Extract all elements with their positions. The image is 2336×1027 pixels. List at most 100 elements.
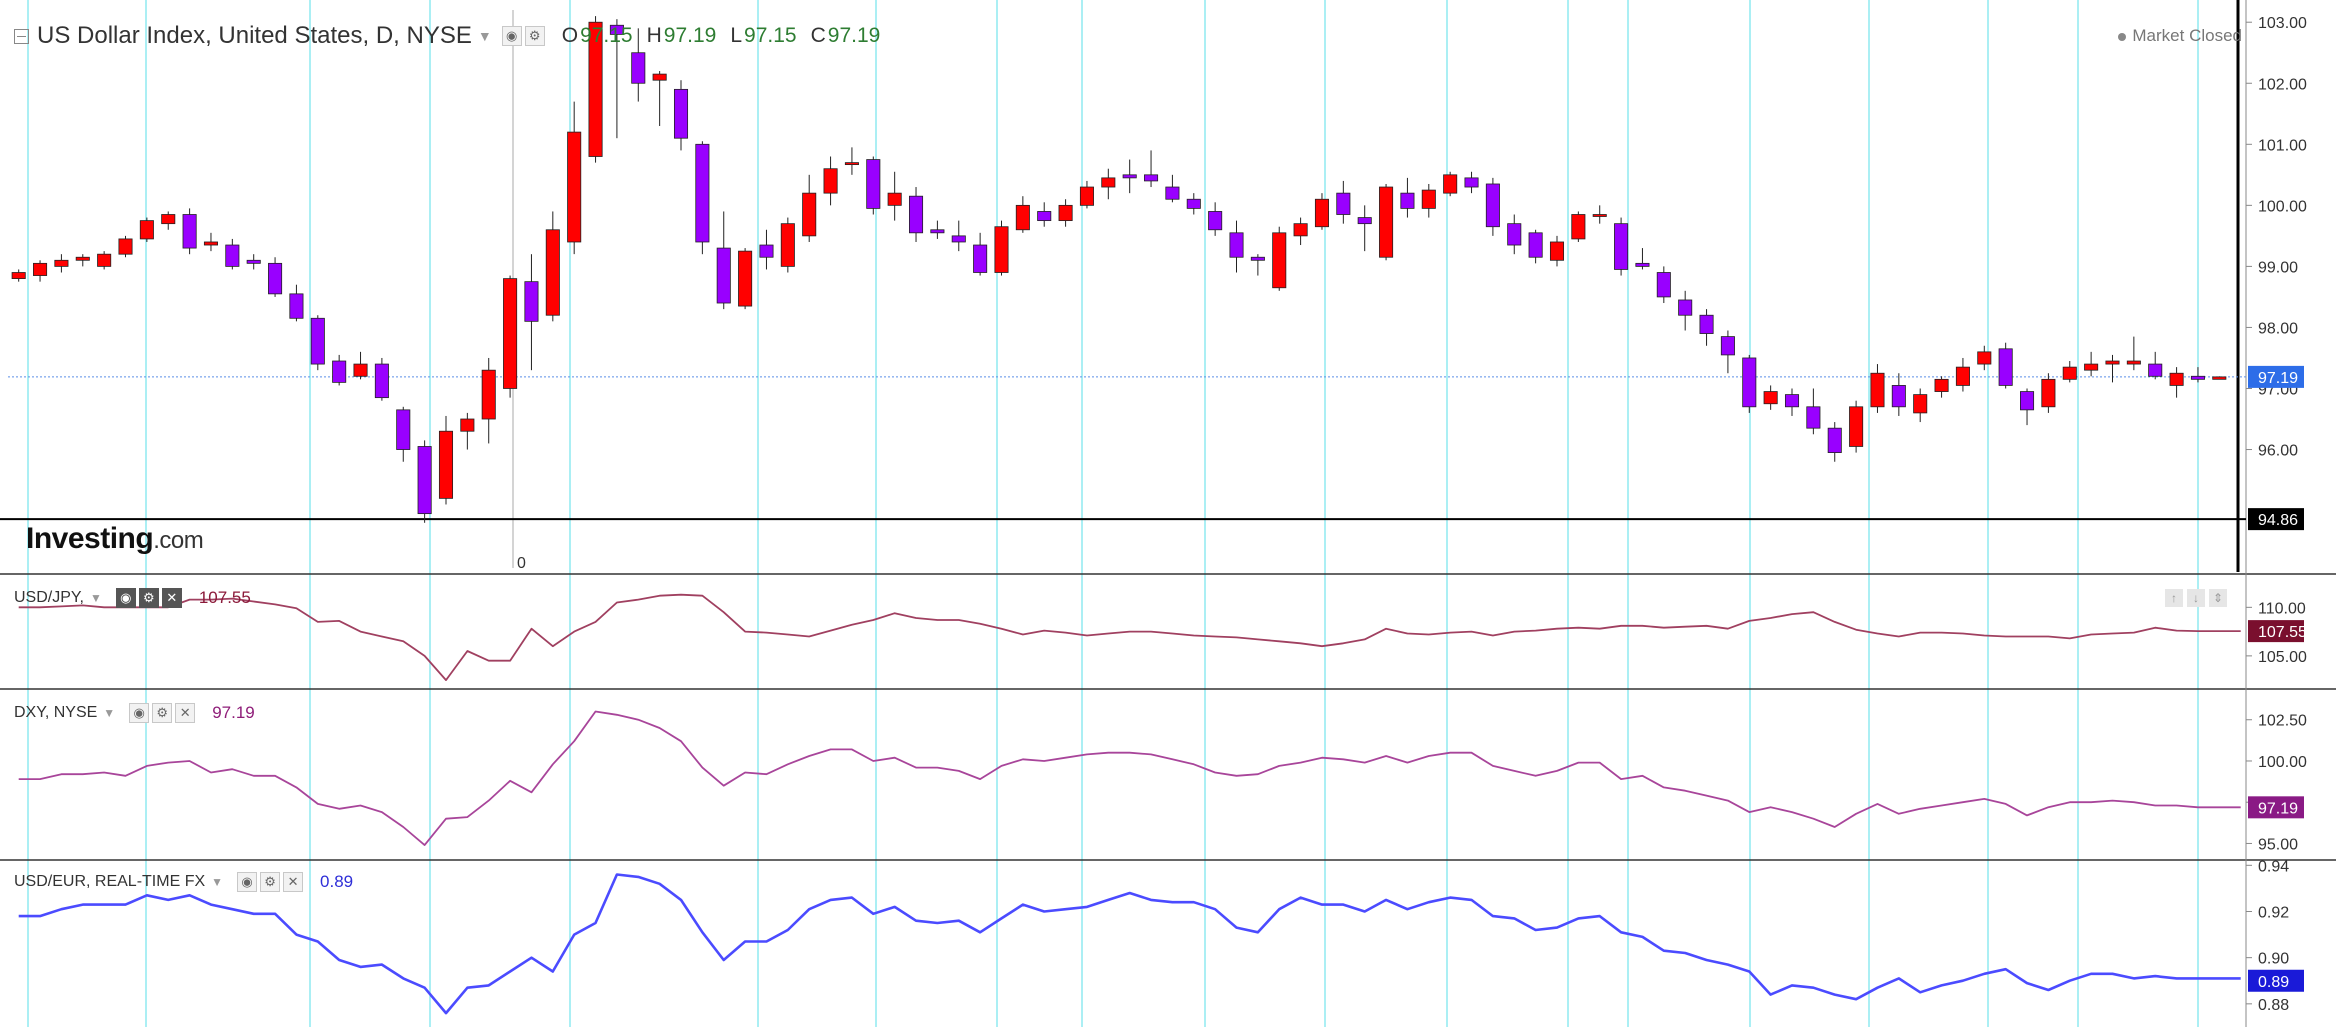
candle-body [1720,336,1735,356]
candle [588,16,603,163]
legend-usd-jpy: USD/JPY, ▼ ◉ ⚙ ✕ 107.55 [14,588,251,608]
candle [1485,177,1500,236]
candle-body [1208,211,1223,231]
candle-body [33,262,48,276]
eye-icon[interactable]: ◉ [115,588,136,608]
candle-body [1272,232,1287,289]
candle [481,357,496,444]
gear-icon[interactable]: ⚙ [138,588,159,608]
move-up-icon[interactable]: ↑ [2165,589,2183,607]
crosshair-x-label: 0 [517,555,526,572]
candle [738,248,753,310]
chevron-down-icon[interactable]: ▼ [211,875,224,889]
candle-body [567,131,582,243]
candle [54,254,69,273]
candle-body [1357,217,1372,225]
axis-tick-label: 102.00 [2258,76,2307,93]
eye-icon[interactable]: ◉ [501,26,522,46]
maximize-icon[interactable]: ⇕ [2209,589,2227,607]
close-icon[interactable]: ✕ [175,703,196,723]
eye-icon[interactable]: ◉ [129,703,150,723]
candle-body [823,168,838,194]
close-icon[interactable]: ✕ [283,872,304,892]
candle [225,238,240,270]
candle-body [802,192,817,237]
candle-body [2020,391,2035,411]
axis-tick-label: 99.00 [2258,259,2298,276]
candle [844,147,859,175]
axis-tick-label: 100.00 [2258,754,2307,771]
candle-body [268,262,283,295]
candle-body [1293,223,1308,237]
candle [1122,159,1137,194]
ohlc-close: C97.19 [810,24,881,47]
jpy-badge-text: 107.55 [2258,624,2307,641]
candle-body [1955,366,1970,386]
chevron-down-icon[interactable]: ▼ [103,706,116,720]
candle [2041,373,2056,413]
candle-body [11,272,26,280]
candle-body [738,250,753,307]
main-title: US Dollar Index, United States, D, NYSE [37,22,472,49]
candle [1678,290,1693,331]
candle-body [118,238,133,255]
candle-body [1379,186,1394,258]
candle [310,315,325,371]
dxy-badge-text: 97.19 [2258,800,2298,817]
candle-body [631,52,646,84]
candle [161,211,176,230]
candle-body [2105,360,2120,365]
ohlc-open: O97.15 [561,24,633,47]
last-price-badge: 97.19 [2248,365,2304,388]
candle-body [1699,314,1714,334]
eur-badge-text: 0.89 [2258,974,2289,991]
eye-icon[interactable]: ◉ [237,872,258,892]
candle [1079,180,1094,209]
candle-body [1678,299,1693,316]
candle [567,101,582,255]
candle [1720,330,1735,374]
candle [994,220,1009,276]
candle [460,412,475,450]
candle [2084,351,2099,377]
candle-body [2190,375,2205,380]
candle-body [1250,256,1265,261]
ohlc-low: L97.15 [730,24,797,47]
close-icon[interactable]: ✕ [161,588,182,608]
candle-body [973,244,988,273]
candle-body [1443,174,1458,194]
gear-icon[interactable]: ⚙ [524,26,545,46]
candle-body [2212,376,2227,380]
candle [2148,351,2163,380]
candle-body [1784,394,1800,408]
chevron-down-icon[interactable]: ▼ [89,591,102,605]
candle-body [332,360,347,383]
indicator-value: 97.19 [212,703,255,722]
legend-usd-eur: USD/EUR, REAL-TIME FX ▼ ◉ ⚙ ✕ 0.89 [14,872,353,892]
candle-body [1571,214,1586,240]
candle [11,269,26,282]
candle [1891,373,1906,416]
gear-icon[interactable]: ⚙ [152,703,173,723]
candle-body [652,73,667,81]
candle-body [759,244,774,258]
move-down-icon[interactable]: ↓ [2187,589,2205,607]
candle-body [930,229,945,234]
axis-tick-label: 0.94 [2258,858,2289,875]
candle [780,217,795,273]
candle-body [1229,232,1244,258]
candle [866,156,881,215]
eur-badge: 0.89 [2248,969,2304,992]
candle-body [1656,272,1671,298]
candle [1293,217,1308,246]
candle-body [203,241,218,246]
candle [609,19,624,139]
candle-body [161,214,176,225]
chevron-down-icon[interactable]: ▼ [477,28,492,44]
collapse-icon[interactable] [14,28,29,44]
candle [524,254,539,371]
candle-body [2041,378,2056,408]
gear-icon[interactable]: ⚙ [260,872,281,892]
candle-body [1870,372,1885,408]
